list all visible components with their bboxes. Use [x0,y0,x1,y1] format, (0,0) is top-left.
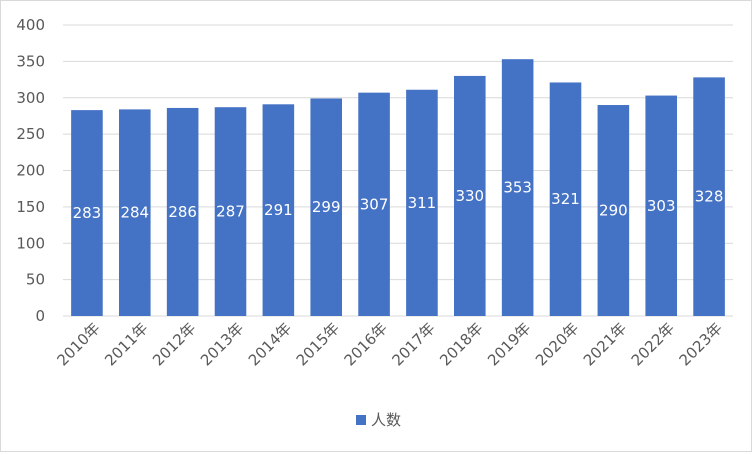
data-label: 283 [73,204,102,222]
data-label: 286 [168,203,197,221]
data-label: 284 [120,204,149,222]
legend-label: 人数 [371,411,401,429]
bar [310,98,343,316]
bar [597,105,630,317]
bar [71,110,103,317]
data-label: 303 [647,197,676,215]
x-tick-label: 2022年 [628,319,678,369]
x-tick-label: 2011年 [101,319,151,369]
bar [166,107,199,316]
bar [453,75,486,316]
y-axis-ticks: 0 50 100 150 200 250 300 350 400 [16,16,45,325]
data-label: 321 [551,190,580,208]
y-tick-label: 150 [16,198,45,216]
x-tick-label: 2018年 [436,319,486,369]
bars [71,59,725,317]
x-tick-label: 2014年 [245,319,295,369]
y-tick-label: 100 [16,234,45,252]
x-tick-label: 2015年 [293,319,343,369]
x-tick-label: 2021年 [580,319,630,369]
bar [549,82,582,316]
data-label: 287 [216,203,245,221]
gridlines [63,24,733,317]
data-label: 299 [312,198,341,216]
bar [645,95,678,316]
bar [214,107,247,317]
x-tick-label: 2016年 [341,319,391,369]
data-label: 330 [455,187,484,205]
x-tick-label: 2017年 [388,319,438,369]
bar [358,92,390,316]
data-label: 328 [695,188,724,206]
y-tick-label: 350 [16,52,45,70]
data-label: 353 [503,179,532,197]
data-label: 311 [408,194,437,212]
x-tick-label: 2012年 [149,319,199,369]
legend: 人数 [356,411,401,429]
bar [262,104,295,316]
y-tick-label: 0 [35,307,45,325]
x-tick-label: 2019年 [484,319,534,369]
data-label: 291 [264,201,293,219]
legend-swatch [356,415,366,425]
data-label: 307 [360,195,389,213]
bar [118,109,151,316]
data-labels: 283 284 286 287 291 299 307 311 330 353 321 290 303 3… [73,179,724,222]
y-tick-label: 300 [16,89,45,107]
x-tick-label: 2023年 [676,319,726,369]
bar [406,89,438,316]
bar [693,77,725,316]
x-axis-ticks: 2010年2011年2012年2013年2014年2015年2016年2017年… [53,319,725,369]
data-label: 290 [599,202,628,220]
y-tick-label: 400 [16,16,45,34]
bar [501,59,534,316]
x-tick-label: 2013年 [197,319,247,369]
y-tick-label: 50 [26,271,45,289]
x-tick-label: 2010年 [53,319,103,369]
x-tick-label: 2020年 [532,319,582,369]
y-tick-label: 250 [16,125,45,143]
y-tick-label: 200 [16,162,45,180]
